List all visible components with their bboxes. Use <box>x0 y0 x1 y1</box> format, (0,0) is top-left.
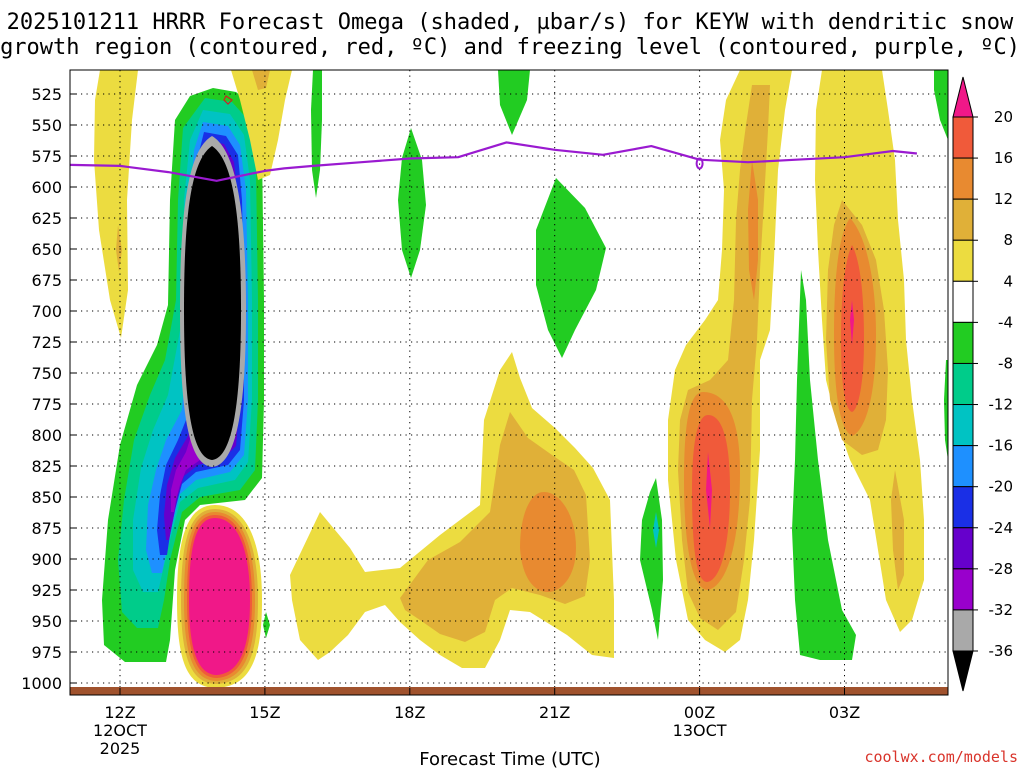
y-tick-label: 525 <box>31 85 62 104</box>
chart-title-line-2: growth region (contoured, red, ºC) and f… <box>0 35 1020 60</box>
x-tick-sublabel: 12OCT <box>93 721 147 740</box>
colorbar-tick-label: -24 <box>989 519 1014 537</box>
y-tick-label: 600 <box>31 178 62 197</box>
colorbar-box <box>952 609 974 652</box>
omega-shading <box>94 70 948 688</box>
colorbar-box <box>952 116 974 159</box>
colorbar-box <box>952 486 974 529</box>
omega-region-descent-15z-top <box>231 70 292 180</box>
y-tick-label: 675 <box>31 271 62 290</box>
y-tick-label: 725 <box>31 333 62 352</box>
omega-region-descent-00z-magenta <box>706 452 712 528</box>
colorbar-tick-label: 16 <box>994 149 1013 167</box>
y-tick-label: 625 <box>31 209 62 228</box>
omega-region-ascent-right-edge-top <box>934 70 948 140</box>
y-tick-label: 825 <box>31 457 62 476</box>
chart-title-line-1: 2025101211 HRRR Forecast Omega (shaded, … <box>7 10 1014 35</box>
omega-region-descent-15z-top-core <box>252 70 270 90</box>
colorbar-box <box>952 404 974 447</box>
colorbar-tick-label: -36 <box>989 642 1014 660</box>
freezing-level-group <box>70 141 918 182</box>
omega-region-ascent-blob-21z <box>536 178 606 358</box>
omega-region-ascent-streak-23z-core <box>653 512 659 548</box>
y-tick-label: 750 <box>31 364 62 383</box>
colorbar-tick-label: -12 <box>989 396 1014 414</box>
y-tick-label: 1000 <box>21 674 62 693</box>
freezing-level-line <box>70 141 918 182</box>
colorbar-bottom-arrow <box>952 650 974 692</box>
colorbar-box <box>952 321 974 364</box>
x-tick-label: 12Z <box>104 703 135 722</box>
omega-region-descent-lowlevel-magenta <box>189 518 250 675</box>
y-tick-label: 650 <box>31 240 62 259</box>
x-tick-label: 21Z <box>539 703 570 722</box>
colorbar-tick-label: -4 <box>998 313 1013 331</box>
omega-region-ascent-strip-17z <box>398 128 426 278</box>
y-tick-label: 575 <box>31 147 62 166</box>
omega-region-ascent-streak-01z <box>792 270 856 660</box>
colorbar-tick-label: -20 <box>989 478 1014 496</box>
freezing-level-label-marker <box>695 157 704 170</box>
omega-region-ascent-core-black <box>184 146 241 460</box>
y-tick-label: 900 <box>31 550 62 569</box>
plot-frame <box>69 69 949 696</box>
x-tick-sublabel: 2025 <box>100 739 141 758</box>
omega-region-descent-broad-orange <box>520 492 576 592</box>
dgz-contours <box>223 95 233 105</box>
y-tick-label: 775 <box>31 395 62 414</box>
y-tick-label: 800 <box>31 426 62 445</box>
grid-lines <box>70 70 948 695</box>
colorbar-tick-label: -28 <box>989 560 1014 578</box>
omega-region-descent-00z-orange-upper <box>748 160 758 300</box>
y-axis: 525 550 575 600 625 650 675 700 725 750 775 800 825 8… <box>21 85 77 693</box>
colorbar: 20 16 12 8 4 -4 -8 -12 -16 -20 -24 -28 -32 -36 <box>952 76 1014 692</box>
colorbar-box <box>952 527 974 570</box>
dgz-contour <box>223 95 233 105</box>
colorbar-tick-label: 8 <box>1003 231 1013 249</box>
y-tick-label: 700 <box>31 302 62 321</box>
omega-region-descent-12z-band <box>94 70 138 338</box>
colorbar-box <box>952 445 974 488</box>
omega-region-ascent-strip-20z <box>498 70 530 135</box>
colorbar-tick-label: 4 <box>1003 272 1013 290</box>
x-tick-label: 00Z <box>684 703 715 722</box>
y-tick-label: 975 <box>31 643 62 662</box>
colorbar-box <box>952 239 974 282</box>
credit-text: coolwx.com/models <box>864 748 1018 766</box>
colorbar-box <box>952 280 974 323</box>
colorbar-tick-label: -16 <box>989 437 1014 455</box>
colorbar-box <box>952 568 974 611</box>
colorbar-tick-label: 20 <box>994 108 1013 126</box>
colorbar-box <box>952 157 974 200</box>
y-tick-label: 550 <box>31 116 62 135</box>
omega-region-descent-03z-magenta <box>850 300 854 345</box>
colorbar-tick-label: -8 <box>998 354 1013 372</box>
x-tick-sublabel: 13OCT <box>673 721 727 740</box>
colorbar-top-arrow <box>952 76 974 118</box>
y-tick-label: 950 <box>31 612 62 631</box>
y-tick-label: 875 <box>31 519 62 538</box>
omega-region-descent-12z-core <box>116 225 122 272</box>
x-tick-label: 03Z <box>829 703 860 722</box>
y-tick-label: 850 <box>31 488 62 507</box>
ground-strip <box>70 687 948 695</box>
x-tick-label: 18Z <box>394 703 425 722</box>
y-tick-label: 925 <box>31 581 62 600</box>
omega-region-descent-03z-gold-lower <box>891 470 904 590</box>
x-axis-title: Forecast Time (UTC) <box>419 749 600 768</box>
colorbar-tick-label: -32 <box>989 601 1014 619</box>
omega-region-ascent-streak-23z <box>640 478 663 640</box>
colorbar-tick-label: 12 <box>994 190 1013 208</box>
colorbar-box <box>952 198 974 241</box>
colorbar-box <box>952 362 974 406</box>
x-tick-label: 15Z <box>249 703 280 722</box>
